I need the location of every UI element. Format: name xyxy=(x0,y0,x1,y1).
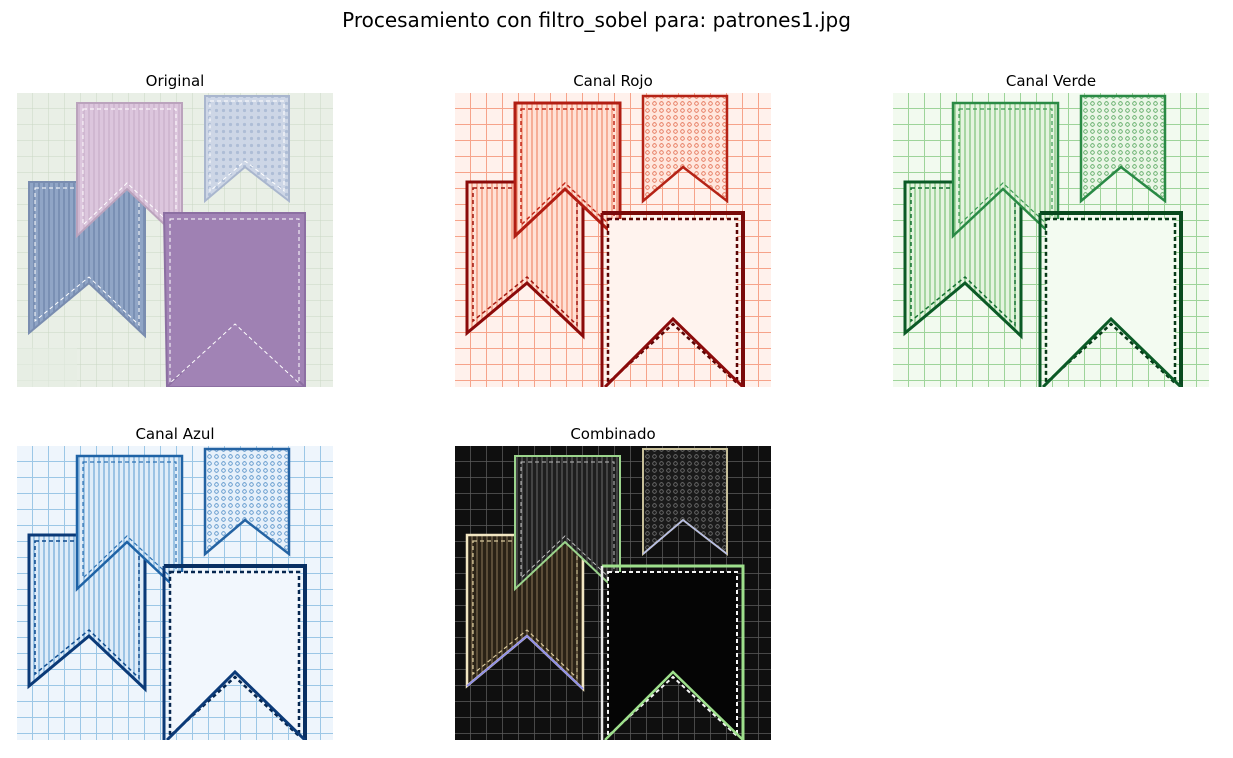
image-blue-channel xyxy=(17,446,333,740)
figure-suptitle: Procesamiento con filtro_sobel para: pat… xyxy=(342,8,851,32)
panel-title-green: Canal Verde xyxy=(1005,72,1097,90)
panel-title-blue: Canal Azul xyxy=(135,425,215,443)
panel-title-combined: Combinado xyxy=(570,425,656,443)
image-red-channel xyxy=(455,93,771,387)
panel-title-original: Original xyxy=(145,72,205,90)
panel-title-red: Canal Rojo xyxy=(573,72,653,90)
image-original xyxy=(17,93,333,387)
image-green-channel xyxy=(893,93,1209,387)
image-combined xyxy=(455,446,771,740)
